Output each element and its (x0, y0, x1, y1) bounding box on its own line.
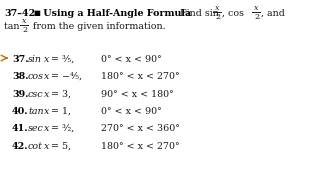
Text: , and: , and (261, 9, 285, 18)
Text: , cos: , cos (222, 9, 247, 18)
Text: = 5,: = 5, (48, 142, 71, 151)
Text: x: x (22, 17, 26, 25)
Text: 2: 2 (254, 13, 259, 21)
Text: 90° < x < 180°: 90° < x < 180° (95, 90, 174, 99)
Text: csc: csc (28, 90, 44, 99)
Text: = 3,: = 3, (48, 90, 71, 99)
Text: cos: cos (28, 72, 44, 81)
Text: x: x (41, 142, 49, 151)
Text: from the given information.: from the given information. (30, 22, 166, 31)
Text: 37–42: 37–42 (4, 9, 35, 18)
Text: cot: cot (28, 142, 43, 151)
Text: tan: tan (28, 107, 44, 116)
Text: sec: sec (28, 124, 44, 133)
Text: 42.: 42. (12, 142, 28, 151)
Text: 0° < x < 90°: 0° < x < 90° (95, 107, 162, 116)
Text: 39.: 39. (12, 90, 28, 99)
Text: 2: 2 (22, 26, 27, 34)
Text: 180° < x < 270°: 180° < x < 270° (95, 142, 180, 151)
Text: 0° < x < 90°: 0° < x < 90° (95, 55, 162, 64)
Text: = 1,: = 1, (48, 107, 71, 116)
Text: Using a Half-Angle Formula: Using a Half-Angle Formula (40, 9, 191, 18)
Text: 180° < x < 270°: 180° < x < 270° (95, 72, 180, 81)
Text: x: x (41, 55, 49, 64)
Text: tan: tan (4, 22, 23, 31)
Text: x: x (41, 72, 49, 81)
Text: ■: ■ (33, 9, 40, 17)
Text: x: x (41, 90, 49, 99)
Text: 270° < x < 360°: 270° < x < 360° (95, 124, 180, 133)
Text: x: x (254, 4, 259, 12)
Text: x: x (41, 124, 49, 133)
Text: 37.: 37. (12, 55, 28, 64)
Text: sin: sin (28, 55, 42, 64)
Text: = −⁴⁄₅,: = −⁴⁄₅, (48, 72, 82, 81)
Text: = ³⁄₅,: = ³⁄₅, (48, 55, 74, 64)
Text: Find sin: Find sin (180, 9, 222, 18)
Text: x: x (215, 4, 219, 12)
Text: = ³⁄₂,: = ³⁄₂, (48, 124, 74, 133)
Text: 2: 2 (215, 13, 220, 21)
Text: 40.: 40. (12, 107, 28, 116)
Text: x: x (41, 107, 49, 116)
Text: 41.: 41. (12, 124, 28, 133)
Text: 38.: 38. (12, 72, 28, 81)
